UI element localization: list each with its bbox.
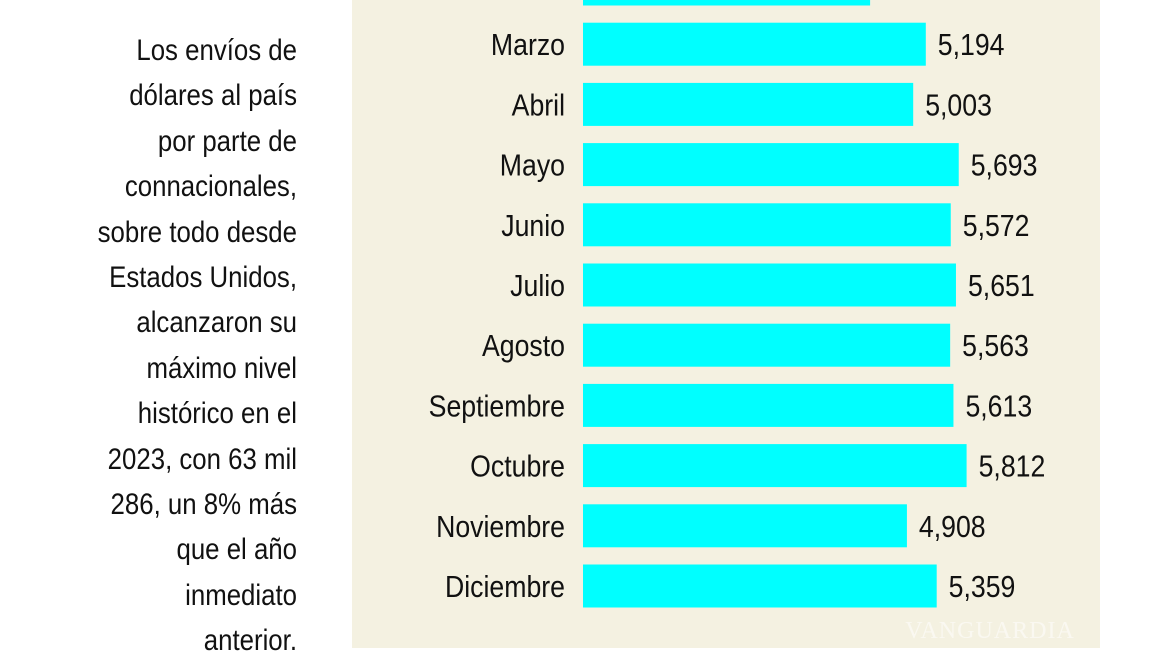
category-label: Julio [510,269,565,303]
value-label: 5,812 [979,450,1046,484]
text-line: sobre todo desde [97,215,297,249]
value-label: 5,359 [949,570,1016,604]
text-line: Los envíos de [136,34,297,67]
bar [583,203,951,247]
value-label: 5,194 [938,28,1005,62]
bar [583,0,871,6]
text-line: histórico en el [137,397,297,431]
text-line: que el año [176,533,297,567]
text-line: alcanzaron su [136,306,297,340]
text-line: 286, un 8% más [110,487,297,521]
category-label: Noviembre [436,510,565,544]
category-label: Abril [512,89,565,123]
text-line: 2023, con 63 mil [107,442,297,476]
bar [583,564,937,608]
text-line: por parte de [157,124,297,158]
bar [583,143,959,187]
category-label: Diciembre [445,570,565,604]
text-line: Estados Unidos, [109,260,298,294]
category-label: Octubre [470,450,565,484]
value-label: 5,572 [963,209,1030,243]
value-label: 5,563 [962,329,1029,363]
value-label: 5,693 [971,149,1038,183]
value-label: 4,908 [919,510,986,544]
value-label: 5,613 [965,390,1032,424]
value-label: 5,651 [968,269,1035,303]
value-label: 5,003 [925,89,992,123]
category-label: Junio [501,209,565,243]
bar-chart: Marzo 5,194 Abril 5,003 Mayo 5,693 Junio 5,572 J… [429,0,1075,644]
text-line: dólares al país [129,79,297,113]
bar [583,22,926,66]
bar [583,323,951,367]
bar [583,82,914,126]
category-label: Marzo [491,28,565,62]
category-label: Mayo [500,149,565,183]
bar [583,504,907,548]
category-label: Septiembre [429,390,565,424]
bar [583,383,954,427]
bar [583,444,967,488]
text-line: máximo nivel [146,351,297,385]
text-line: connacionales, [124,170,297,204]
category-label: Agosto [482,329,565,363]
description-text: Los envíos de dólares al país por parte de… [0,28,297,663]
bar [583,263,956,307]
text-line: inmediato [185,578,297,612]
watermark-logo: VANGUARDIA [905,618,1075,644]
